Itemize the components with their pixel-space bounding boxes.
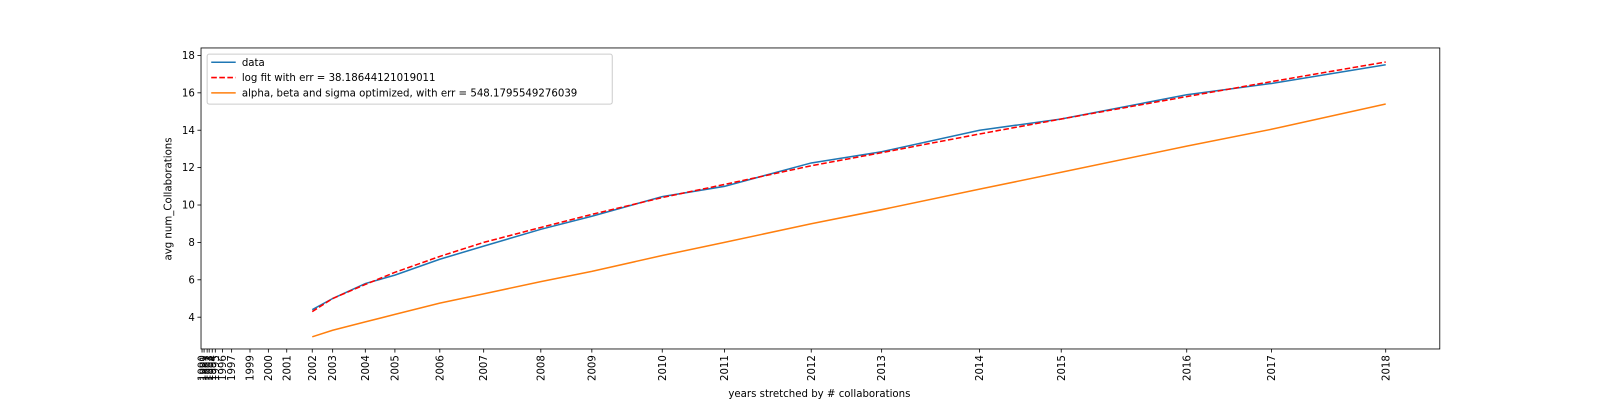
legend-label: data [242,58,265,69]
x-tick-label: 2016 [1182,355,1193,381]
x-tick-label: 2003 [328,355,339,381]
x-tick-label: 2006 [435,355,446,381]
x-tick-label: 1990 [198,355,209,381]
y-tick-label: 10 [182,201,195,212]
x-tick-label: 2015 [1057,355,1068,381]
x-tick-label: 2002 [308,355,319,381]
legend-box [206,53,613,105]
x-tick-label: 2004 [361,355,372,381]
x-tick-label: 2014 [975,355,986,381]
plot-frame [200,47,1441,350]
legend-label: alpha, beta and sigma optimized, with er… [242,88,577,99]
x-tick-label: 2010 [658,355,669,381]
series-line [311,61,1386,313]
x-tick-label: 2013 [877,355,888,381]
x-tick-label: 1995 [211,355,222,381]
x-tick-label: 2012 [807,355,818,381]
x-tick-label: 1999 [246,355,257,381]
x-tick-label: 2018 [1381,355,1392,381]
series-line [312,103,1386,338]
x-tick-label: 2008 [536,355,547,381]
x-tick-label: 2011 [720,355,731,381]
y-tick-label: 6 [188,275,194,286]
x-tick-label: 2000 [264,355,275,381]
y-tick-label: 16 [182,88,195,99]
x-tick-label: 2017 [1267,355,1278,381]
x-tick-label: 2001 [282,355,293,381]
x-tick-label: 2007 [479,355,490,381]
x-tick-label: 2009 [587,355,598,381]
y-tick-label: 8 [188,238,194,249]
x-tick-label: 2005 [390,355,401,381]
x-tick-label: 1994 [208,355,219,381]
y-tick-label: 14 [182,126,195,137]
x-tick-label: 1997 [227,355,238,381]
y-axis-label: avg num_Collaborations [163,137,174,260]
legend-label: log fit with err = 38.18644121019011 [242,73,436,84]
x-tick-label: 1996 [218,355,229,381]
y-tick-label: 18 [182,51,195,62]
x-tick-label: 1993 [205,355,216,381]
x-axis-label: years stretched by # collaborations [728,389,910,400]
x-tick-label: 1991 [200,355,211,381]
y-tick-label: 12 [182,163,195,174]
x-tick-label: 1992 [203,355,214,381]
y-tick-label: 4 [188,313,194,324]
